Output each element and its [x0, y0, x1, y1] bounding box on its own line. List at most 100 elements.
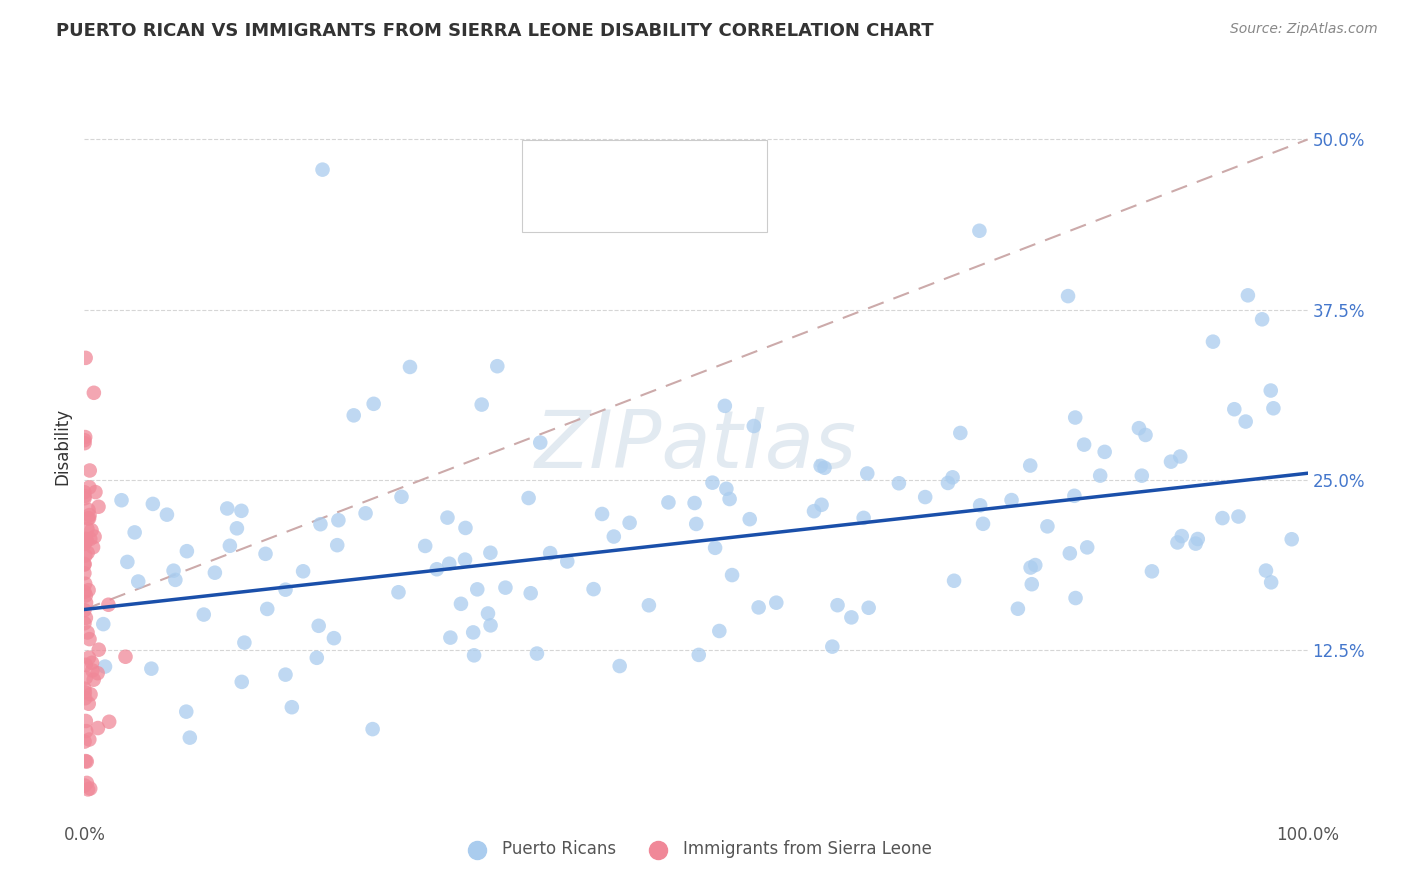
Point — [517, 491, 540, 505]
Point — [399, 359, 422, 374]
Y-axis label: Disability: Disability — [53, 408, 72, 484]
Point — [225, 521, 247, 535]
Point — [82, 540, 104, 554]
Point — [856, 467, 879, 481]
Point — [718, 491, 741, 506]
Point — [75, 589, 97, 603]
Point — [309, 517, 332, 532]
Point — [748, 600, 770, 615]
Point — [972, 516, 994, 531]
Point — [73, 532, 96, 546]
Point — [1251, 312, 1274, 326]
Point — [75, 549, 97, 563]
Point — [1059, 546, 1081, 560]
Point — [76, 546, 98, 560]
Point — [413, 539, 436, 553]
Point — [465, 582, 488, 597]
Point — [73, 585, 96, 599]
Point — [1234, 415, 1257, 429]
Point — [281, 700, 304, 714]
Point — [217, 501, 239, 516]
Point — [391, 490, 413, 504]
Point — [813, 460, 835, 475]
Point — [969, 224, 991, 238]
Point — [311, 162, 333, 177]
Point — [73, 685, 96, 699]
Point — [709, 624, 731, 638]
Point — [555, 554, 578, 568]
Point — [156, 508, 179, 522]
Point — [75, 671, 97, 685]
Text: R = 0.556   N = 144: R = 0.556 N = 144 — [575, 158, 737, 173]
Point — [479, 618, 502, 632]
Point — [83, 530, 105, 544]
Point — [426, 562, 449, 576]
Point — [84, 485, 107, 500]
Point — [714, 399, 737, 413]
Point — [86, 666, 108, 681]
Point — [463, 648, 485, 663]
Point — [142, 497, 165, 511]
Point — [702, 475, 724, 490]
Point — [117, 555, 139, 569]
Point — [1184, 536, 1206, 550]
Point — [75, 691, 97, 706]
Point — [436, 510, 458, 524]
Point — [1237, 288, 1260, 302]
Point — [83, 385, 105, 400]
Point — [1166, 535, 1188, 549]
Point — [75, 714, 97, 728]
Point — [454, 521, 477, 535]
Point — [79, 508, 101, 522]
Text: ZIPatlas: ZIPatlas — [534, 407, 858, 485]
Point — [742, 419, 765, 434]
Point — [124, 525, 146, 540]
Point — [1057, 289, 1080, 303]
Legend: Puerto Ricans, Immigrants from Sierra Leone: Puerto Ricans, Immigrants from Sierra Le… — [454, 833, 938, 864]
Point — [328, 513, 350, 527]
Point — [439, 631, 461, 645]
Point — [387, 585, 409, 599]
Point — [73, 537, 96, 551]
Point — [204, 566, 226, 580]
Point — [110, 493, 132, 508]
Point — [1168, 450, 1191, 464]
Point — [1000, 493, 1022, 508]
Point — [77, 650, 100, 665]
Point — [323, 631, 346, 645]
Point — [79, 632, 101, 647]
Point — [1260, 384, 1282, 398]
Point — [1187, 532, 1209, 546]
Point — [73, 616, 96, 631]
Point — [354, 506, 377, 520]
Point — [969, 499, 991, 513]
Point — [450, 597, 472, 611]
Point — [439, 557, 461, 571]
Point — [114, 649, 136, 664]
Point — [914, 490, 936, 504]
Point — [77, 511, 100, 525]
Point — [76, 755, 98, 769]
Point — [77, 503, 100, 517]
Point — [326, 538, 349, 552]
Point — [1211, 511, 1233, 525]
Point — [858, 600, 880, 615]
Point — [75, 611, 97, 625]
Point — [1063, 489, 1085, 503]
Point — [471, 398, 494, 412]
Point — [174, 705, 197, 719]
Point — [73, 489, 96, 503]
Point — [75, 724, 97, 739]
Point — [73, 485, 96, 500]
Point — [1064, 591, 1087, 605]
Point — [94, 659, 117, 673]
Text: PUERTO RICAN VS IMMIGRANTS FROM SIERRA LEONE DISABILITY CORRELATION CHART: PUERTO RICAN VS IMMIGRANTS FROM SIERRA L… — [56, 22, 934, 40]
Point — [1260, 575, 1282, 590]
Point — [97, 598, 120, 612]
Point — [1281, 533, 1303, 547]
Point — [1021, 577, 1043, 591]
Point — [821, 640, 844, 654]
Point — [76, 522, 98, 536]
Point — [936, 475, 959, 490]
Point — [1227, 509, 1250, 524]
